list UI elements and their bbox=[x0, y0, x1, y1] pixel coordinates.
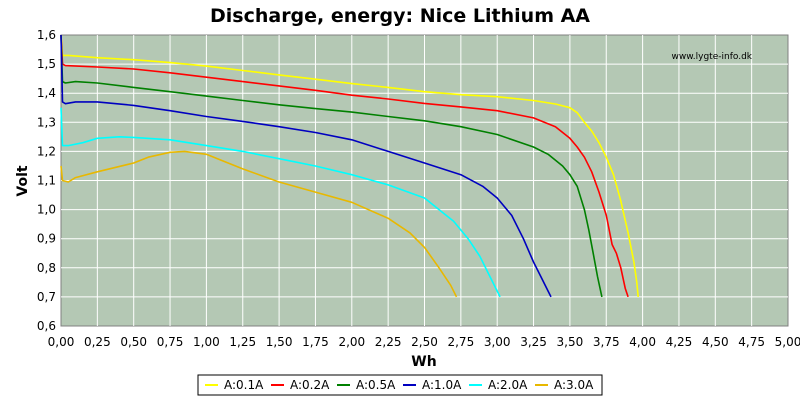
legend-label: A:1.0A bbox=[422, 378, 462, 392]
x-tick-label: 0,25 bbox=[84, 335, 111, 349]
grid-lines bbox=[61, 35, 788, 326]
legend-label: A:0.5A bbox=[356, 378, 396, 392]
tick-labels: 0,00 0,25 0,50 0,75 1,00 1,25 1,50 1,75 2,00 2,25… bbox=[37, 28, 800, 349]
legend-label: A:0.2A bbox=[290, 378, 330, 392]
series-line-6 bbox=[60, 150, 458, 298]
x-tick-label: 2,50 bbox=[411, 335, 438, 349]
x-tick-label: 0,00 bbox=[48, 335, 75, 349]
series-line-1 bbox=[60, 34, 639, 297]
y-tick-label: 1,5 bbox=[37, 57, 56, 71]
legend-label: A:0.1A bbox=[224, 378, 264, 392]
y-tick-label: 0,7 bbox=[37, 290, 56, 304]
series-line-5 bbox=[60, 107, 501, 298]
legend-label: A:3.0A bbox=[554, 378, 594, 392]
x-tick-label: 4,25 bbox=[666, 335, 693, 349]
chart-title: Discharge, energy: Nice Lithium AA bbox=[210, 5, 590, 27]
x-tick-label: 0,50 bbox=[120, 335, 147, 349]
x-tick-label: 2,00 bbox=[338, 335, 365, 349]
y-tick-label: 1,0 bbox=[37, 203, 56, 217]
y-tick-label: 0,8 bbox=[37, 261, 56, 275]
x-axis-label: Wh bbox=[411, 354, 436, 370]
legend-box bbox=[197, 374, 603, 396]
y-tick-label: 1,6 bbox=[37, 28, 56, 42]
x-tick-label: 4,50 bbox=[702, 335, 729, 349]
series-line-2 bbox=[60, 34, 629, 298]
x-tick-label: 2,75 bbox=[447, 335, 474, 349]
y-tick-label: 1,2 bbox=[37, 144, 56, 158]
series-line-3 bbox=[60, 34, 603, 298]
x-tick-label: 1,00 bbox=[193, 335, 220, 349]
y-tick-label: 1,1 bbox=[37, 174, 56, 188]
x-tick-label: 1,50 bbox=[266, 335, 293, 349]
series-line-4 bbox=[60, 34, 552, 298]
x-tick-label: 2,25 bbox=[375, 335, 402, 349]
y-tick-label: 1,4 bbox=[37, 86, 56, 100]
x-tick-label: 3,00 bbox=[484, 335, 511, 349]
legend: A:0.1A A:0.2A A:0.5A A:1.0A A:2.0A A:3.0A bbox=[197, 374, 603, 396]
x-tick-label: 4,00 bbox=[629, 335, 656, 349]
x-tick-label: 0,75 bbox=[157, 335, 184, 349]
x-tick-label: 3,75 bbox=[593, 335, 620, 349]
legend-label: A:2.0A bbox=[488, 378, 528, 392]
x-tick-label: 4,75 bbox=[738, 335, 765, 349]
x-tick-label: 1,25 bbox=[229, 335, 256, 349]
x-tick-label: 3,50 bbox=[557, 335, 584, 349]
watermark: www.lygte-info.dk bbox=[672, 52, 753, 62]
x-tick-label: 3,25 bbox=[520, 335, 547, 349]
y-tick-label: 1,3 bbox=[37, 115, 56, 129]
y-tick-label: 0,6 bbox=[37, 319, 56, 333]
series-layer bbox=[60, 34, 639, 298]
x-tick-label: 5,00 bbox=[775, 335, 800, 349]
y-axis-label: Volt bbox=[15, 165, 31, 196]
y-tick-label: 0,9 bbox=[37, 232, 56, 246]
x-tick-label: 1,75 bbox=[302, 335, 329, 349]
